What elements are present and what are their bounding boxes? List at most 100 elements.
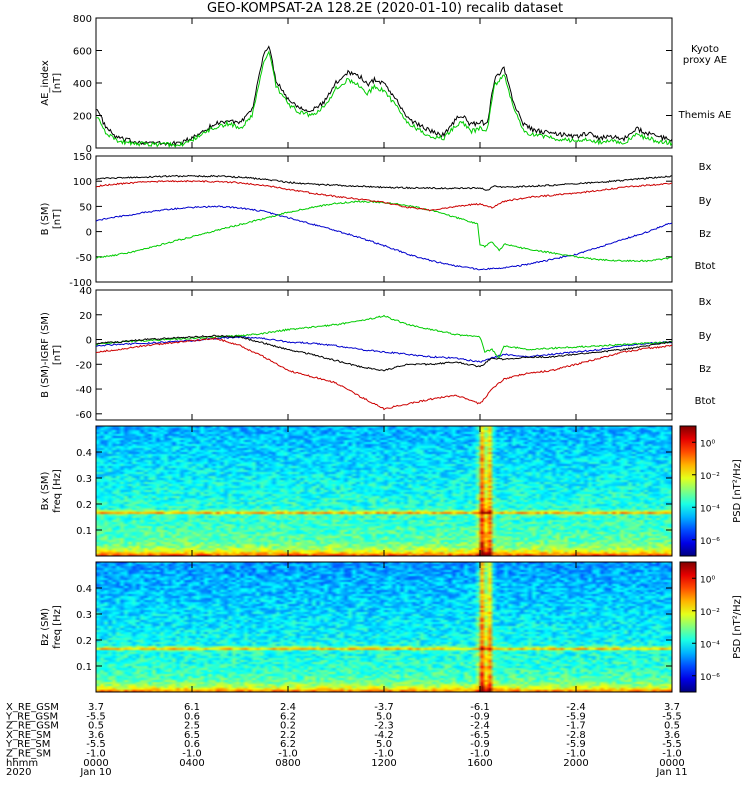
ephemeris-value: -3.7 [374,702,394,713]
ephemeris-value: -6.1 [470,702,490,713]
series-line [96,200,672,263]
ephemeris-value: -5.5 [662,739,682,750]
y-tick-label: 0 [86,228,92,239]
ephemeris-value: 6.1 [184,702,200,713]
y-tick-label: 800 [73,14,92,25]
colorbar-tick-label: 10⁻² [700,472,720,482]
y-tick-label: -20 [76,360,92,371]
ephemeris-value: -1.0 [470,749,490,760]
y-axis-unit: [nT] [52,345,63,365]
y-tick-label: 20 [79,311,92,322]
ephemeris-value: -5.5 [662,711,682,722]
ephemeris-value: -1.0 [182,749,202,760]
series-group [96,314,672,411]
ephemeris-value: -6.5 [470,730,490,741]
ephemeris-value: -0.9 [470,711,490,722]
y-tick-label: 0.4 [76,584,92,595]
ephemeris-row-label: Y_RE_SM [5,739,50,750]
spectrogram-image [96,426,672,556]
plot-frame [95,155,673,283]
ephemeris-value: 6.2 [280,711,296,722]
colorbar-tick-label: 10⁻² [700,608,720,618]
series-line [96,205,672,271]
time-axis-label: hhmm [6,758,38,769]
ephemeris-row-label: X_RE_SM [6,730,51,741]
ephemeris-row-label: Y_RE_GSM [5,711,58,722]
ephemeris-value: 5.0 [376,711,392,722]
y-tick-label: 600 [73,47,92,58]
ephemeris-value: 2.5 [184,721,200,732]
series-line [96,335,672,363]
ephemeris-row-label: X_RE_GSM [6,702,59,713]
ephemeris-value: 2.4 [280,702,296,713]
time-tick-label: 2000 [563,758,588,769]
colorbar-tick-label: 10⁰ [700,439,715,449]
ephemeris-value: -1.0 [374,749,394,760]
legend-entry: Btot [695,261,716,272]
ephemeris-value: 3.6 [664,730,680,741]
ephemeris-value: 2.2 [280,730,296,741]
legend-entry: Bz [699,229,711,240]
ephemeris-value: 0.5 [88,721,104,732]
series-group [96,174,672,271]
y-tick-label: 0 [86,144,92,155]
y-axis-unit: freq [Hz] [52,469,63,513]
ephemeris-value: 5.0 [376,739,392,750]
time-tick-label: 0000 [83,758,108,769]
series-line [96,50,672,148]
y-tick-label: -100 [69,278,92,289]
y-tick-label: 0.1 [76,526,92,537]
legend-entry: By [699,196,712,207]
y-tick-label: 0 [86,336,92,347]
y-axis-label: B (SM) [40,202,51,235]
y-tick-label: 50 [79,202,92,213]
y-tick-label: 0.3 [76,474,92,485]
y-axis-unit: freq [Hz] [52,605,63,649]
ephemeris-value: -1.0 [566,749,586,760]
ephemeris-value: -2.8 [566,730,586,741]
ephemeris-value: 6.5 [184,730,200,741]
colorbar-tick-label: 10⁻⁴ [700,504,720,514]
y-axis-unit: [nT] [52,209,63,229]
y-tick-label: 0.3 [76,610,92,621]
spectrogram-image [96,562,672,692]
ephemeris-value: 0.5 [664,721,680,732]
ephemeris-value: 3.7 [88,702,104,713]
colorbar [679,425,697,557]
ephemeris-value: -1.0 [662,749,682,760]
time-tick-label: 0400 [179,758,204,769]
ephemeris-value: -0.9 [470,739,490,750]
y-tick-label: 40 [79,286,92,297]
figure-title: GEO-KOMPSAT-2A 128.2E (2020-01-10) recal… [207,1,563,16]
ephemeris-value: -5.5 [86,711,106,722]
legend-entry: Kyoto [691,44,719,55]
y-tick-label: 0.2 [76,500,92,511]
ephemeris-value: 3.6 [88,730,104,741]
legend-entry: Bx [699,297,712,308]
y-tick-label: -40 [76,385,92,396]
y-tick-label: 0.2 [76,636,92,647]
y-axis-label: B (SM)-IGRF (SM) [40,312,51,398]
legend-entry: Bz [699,364,711,375]
series-line [96,334,672,372]
time-tick-label: 1200 [371,758,396,769]
colorbar-tick-label: 10⁻⁶ [700,673,720,683]
ephemeris-value: -4.2 [374,730,394,741]
ephemeris-value: -5.9 [566,739,586,750]
ephemeris-value: -2.3 [374,721,394,732]
y-tick-label: -50 [76,253,92,264]
ephemeris-value: -2.4 [566,702,586,713]
ephemeris-value: -1.7 [566,721,586,732]
date-label-start: Jan 10 [79,767,111,778]
ephemeris-table: X_RE_GSM 3.7 6.1 2.4 -3.7 -6.1 -2.4 3.7 Y_RE_GSM… [5,702,688,778]
series-line [96,337,672,411]
legend-entry: Btot [695,396,716,407]
y-tick-label: -60 [76,410,92,421]
plot-frame [95,289,673,421]
legend-entry: proxy AE [683,55,727,66]
y-axis-unit: [nT] [52,73,63,93]
series-line [96,174,672,191]
colorbar-tick-label: 10⁻⁴ [700,640,720,650]
legend-entry: Themis AE [678,110,732,121]
